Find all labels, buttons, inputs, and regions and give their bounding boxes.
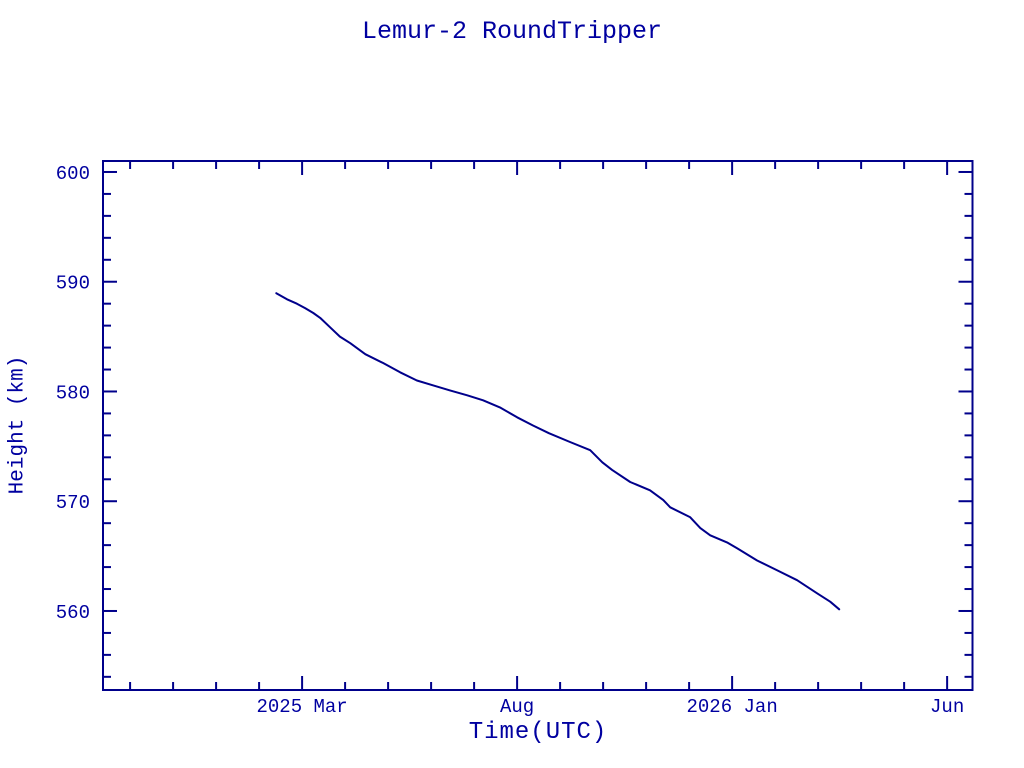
y-tick-label: 580 [56,382,90,404]
y-tick-label: 560 [56,602,90,624]
y-tick-label: 570 [56,492,90,514]
y-axis-label: Height (km) [6,355,30,495]
x-tick-label: Aug [500,696,534,718]
y-tick-label: 590 [56,273,90,295]
x-tick-label: 2026 Jan [687,696,778,718]
x-tick-label: Jun [930,696,964,718]
x-axis-label: Time(UTC) [468,719,608,746]
chart-title: Lemur-2 RoundTripper [361,17,663,46]
plot-box [102,160,974,691]
y-tick-label: 600 [56,163,90,185]
x-tick-label: 2025 Mar [256,696,347,718]
height-series-line [275,292,841,611]
